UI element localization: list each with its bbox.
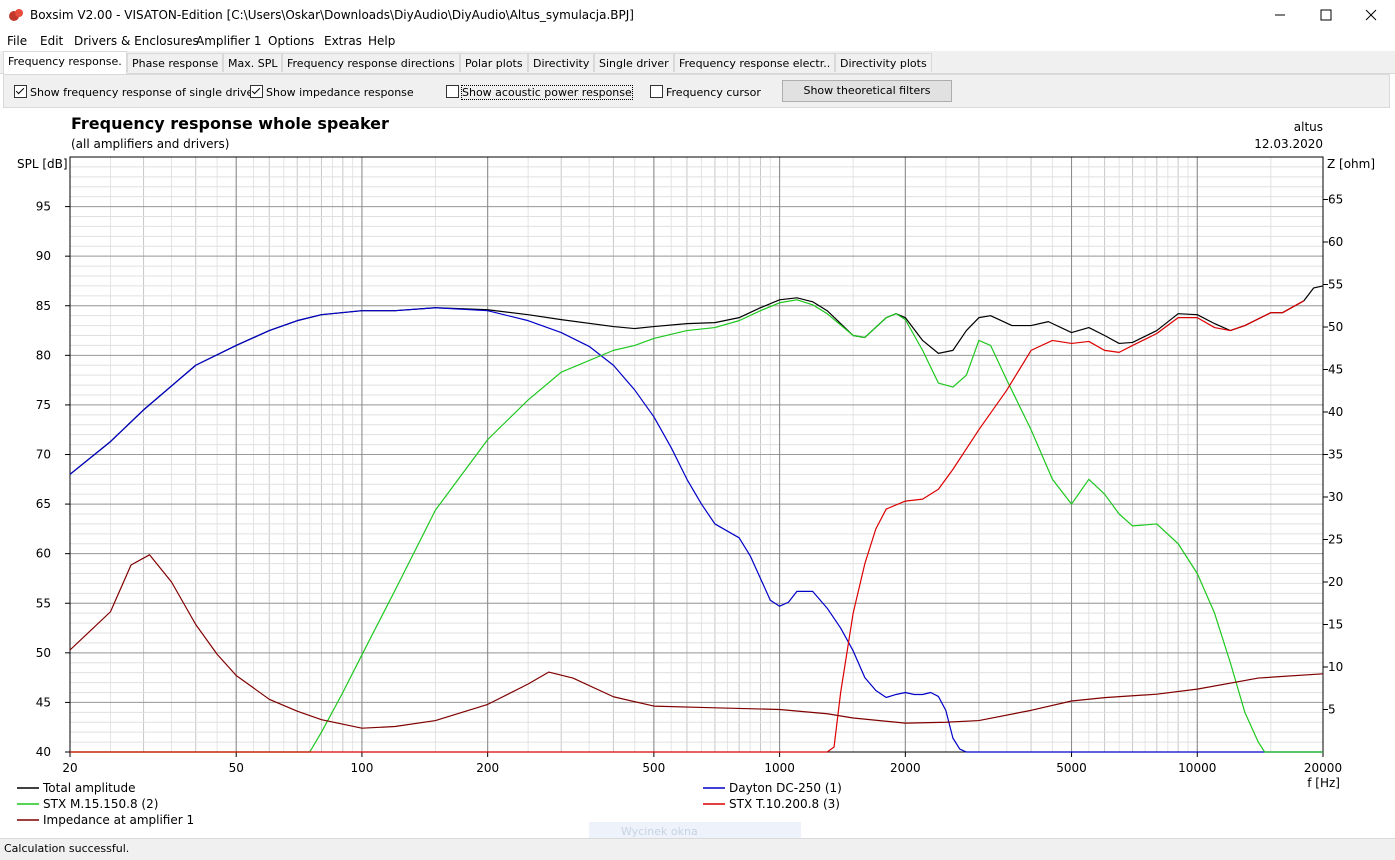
x-tick-label: 2000 (890, 761, 921, 775)
status-text: Calculation successful. (4, 842, 130, 855)
checkbox-label: Show frequency response of single driver (30, 86, 258, 99)
checkbox[interactable] (250, 85, 263, 98)
menu-item[interactable]: Amplifier 1 (196, 34, 262, 48)
y-tick-label: 70 (36, 448, 51, 462)
y-tick-label: 75 (36, 398, 51, 412)
legend-label: Impedance at amplifier 1 (43, 813, 194, 827)
snip-overlay: Wycinek okna (589, 822, 801, 842)
window-title: Boxsim V2.00 - VISATON-Edition [C:\Users… (30, 8, 634, 22)
y2-tick-label: 40 (1328, 405, 1343, 419)
tab[interactable]: Frequency response electr.. (674, 53, 836, 72)
tab[interactable]: Frequency response. (3, 51, 127, 74)
x-axis-label: f [Hz] (1307, 776, 1340, 790)
y2-tick-label: 5 (1328, 703, 1336, 717)
status-bar: Calculation successful. (0, 838, 1395, 860)
y2-tick-label: 45 (1328, 363, 1343, 377)
y2-tick-label: 65 (1328, 193, 1343, 207)
y2-tick-label: 60 (1328, 235, 1343, 249)
tab[interactable]: Directivity plots (835, 53, 932, 72)
menu-item[interactable]: Options (268, 34, 315, 48)
y2-tick-label: 55 (1328, 278, 1343, 292)
x-tick-label: 5000 (1056, 761, 1087, 775)
checkbox-label: Show acoustic power response (461, 85, 633, 100)
y-tick-label: 55 (36, 596, 51, 610)
legend-label: Total amplitude (42, 781, 135, 795)
legend-label: STX T.10.200.8 (3) (729, 797, 840, 811)
y-tick-label: 95 (36, 200, 51, 214)
tab[interactable]: Directivity (528, 53, 595, 72)
filters-button[interactable]: Show theoretical filters (782, 80, 952, 102)
app-icon (9, 9, 23, 21)
checkbox-option[interactable]: Show frequency response of single driver (14, 85, 258, 99)
y-tick-label: 80 (36, 348, 51, 362)
chart: Frequency response whole speaker (all am… (17, 114, 1375, 827)
y2-tick-label: 15 (1328, 618, 1343, 632)
options-panel: Show theoretical filters Show frequency … (3, 74, 1390, 108)
tab[interactable]: Phase response (127, 53, 224, 72)
y2-tick-label: 25 (1328, 533, 1343, 547)
y2-tick-label: 20 (1328, 575, 1343, 589)
checkbox-option[interactable]: Show acoustic power response (446, 85, 633, 100)
x-tick-label: 200 (476, 761, 499, 775)
checkbox-label: Frequency cursor (666, 86, 761, 99)
menu-item[interactable]: File (7, 34, 28, 48)
y2-tick-label: 35 (1328, 448, 1343, 462)
y-tick-label: 40 (36, 745, 51, 759)
legend-label: Dayton DC-250 (1) (729, 781, 842, 795)
title-bar: Boxsim V2.00 - VISATON-Edition [C:\Users… (0, 0, 1395, 30)
checkbox[interactable] (14, 85, 27, 98)
y2-tick-label: 10 (1328, 660, 1343, 674)
y-tick-label: 65 (36, 497, 51, 511)
tab-strip: Frequency response. Phase response Max. SP… (0, 51, 1395, 74)
tab[interactable]: Max. SPL (223, 53, 283, 72)
menu-bar: File Edit Drivers & Enclosures Amplifier 1 O… (0, 30, 1395, 51)
chart-title: Frequency response whole speaker (71, 114, 389, 133)
y-tick-label: 60 (36, 547, 51, 561)
menu-item[interactable]: Edit (40, 34, 64, 48)
y-tick-label: 50 (36, 646, 51, 660)
x-tick-label: 10000 (1178, 761, 1216, 775)
window-controls[interactable] (1260, 0, 1395, 30)
y-axis-label: SPL [dB] (17, 157, 68, 171)
checkbox-option[interactable]: Frequency cursor (650, 85, 761, 99)
y-tick-label: 45 (36, 695, 51, 709)
x-tick-label: 500 (642, 761, 665, 775)
checkbox[interactable] (650, 85, 663, 98)
series-line (70, 299, 1323, 753)
y2-axis-label: Z [ohm] (1327, 157, 1375, 171)
x-tick-label: 1000 (764, 761, 795, 775)
project-date: 12.03.2020 (1254, 137, 1323, 151)
x-tick-label: 100 (350, 761, 373, 775)
x-tick-label: 20000 (1304, 761, 1342, 775)
y-tick-label: 85 (36, 299, 51, 313)
y2-tick-label: 30 (1328, 490, 1343, 504)
checkbox[interactable] (446, 85, 459, 98)
series-line (69, 554, 1324, 729)
series-line (69, 307, 1323, 753)
project-name: altus (1294, 120, 1323, 134)
y-tick-label: 90 (36, 249, 51, 263)
tab[interactable]: Single driver (594, 53, 674, 72)
chart-subtitle: (all amplifiers and drivers) (71, 137, 229, 151)
menu-item[interactable]: Help (368, 34, 396, 48)
tab[interactable]: Polar plots (460, 53, 528, 72)
menu-item[interactable]: Drivers & Enclosures (74, 34, 199, 48)
x-tick-label: 50 (229, 761, 244, 775)
checkbox-label: Show impedance response (266, 86, 414, 99)
series-line (70, 300, 1305, 753)
x-tick-label: 20 (62, 761, 77, 775)
menu-item[interactable]: Extras (324, 34, 362, 48)
checkbox-option[interactable]: Show impedance response (250, 85, 414, 99)
tab[interactable]: Frequency response directions (282, 53, 460, 72)
legend-label: STX M.15.150.8 (2) (43, 797, 158, 811)
y2-tick-label: 50 (1328, 320, 1343, 334)
